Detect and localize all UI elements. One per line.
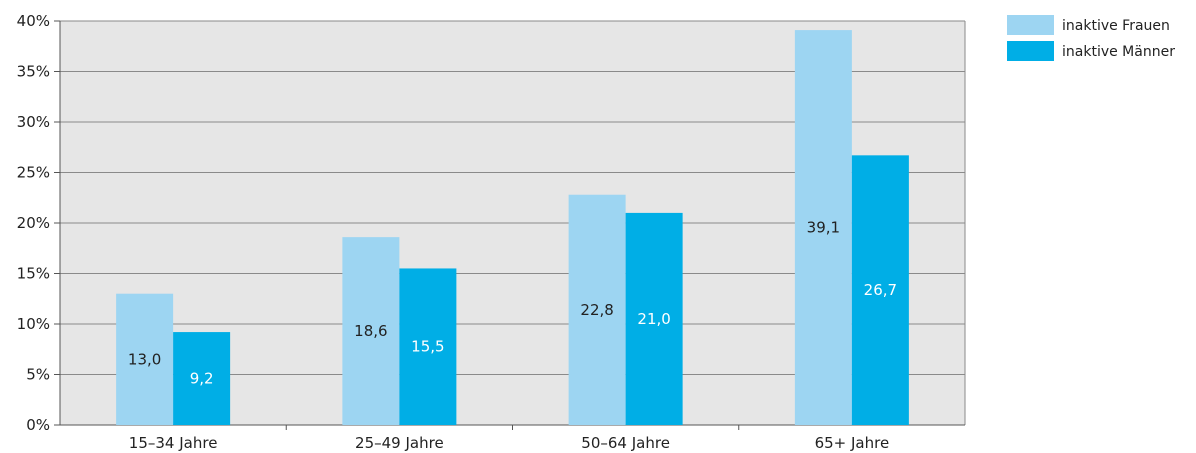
bar <box>625 212 683 425</box>
y-tick-label: 40% <box>17 12 50 30</box>
y-tick-label: 35% <box>17 63 50 81</box>
y-tick-label: 30% <box>17 113 50 131</box>
legend-swatch <box>1007 15 1054 35</box>
x-tick-label: 25–49 Jahre <box>355 434 444 452</box>
x-tick-label: 15–34 Jahre <box>129 434 218 452</box>
bar <box>342 237 400 425</box>
bar <box>568 194 626 425</box>
legend-label: inaktive Frauen <box>1062 18 1170 34</box>
y-tick-label: 5% <box>26 366 50 384</box>
legend-label: inaktive Männer <box>1062 44 1175 60</box>
y-tick-label: 15% <box>17 265 50 283</box>
legend-swatch <box>1007 41 1054 61</box>
bar <box>399 268 457 425</box>
data-label: 15,5 <box>411 338 444 356</box>
data-label: 21,0 <box>637 310 670 328</box>
data-label: 39,1 <box>807 219 840 237</box>
bar <box>116 293 174 425</box>
y-tick-label: 25% <box>17 164 50 182</box>
x-tick-label: 50–64 Jahre <box>581 434 670 452</box>
y-tick-label: 0% <box>26 416 50 434</box>
bar <box>851 155 909 425</box>
data-label: 26,7 <box>864 281 897 299</box>
bar <box>794 30 852 426</box>
bar <box>173 332 231 425</box>
x-tick-label: 65+ Jahre <box>815 434 890 452</box>
y-tick-label: 10% <box>17 315 50 333</box>
data-label: 22,8 <box>580 301 613 319</box>
y-tick-label: 20% <box>17 214 50 232</box>
data-label: 13,0 <box>128 350 161 368</box>
data-label: 9,2 <box>190 370 214 388</box>
data-label: 18,6 <box>354 322 387 340</box>
